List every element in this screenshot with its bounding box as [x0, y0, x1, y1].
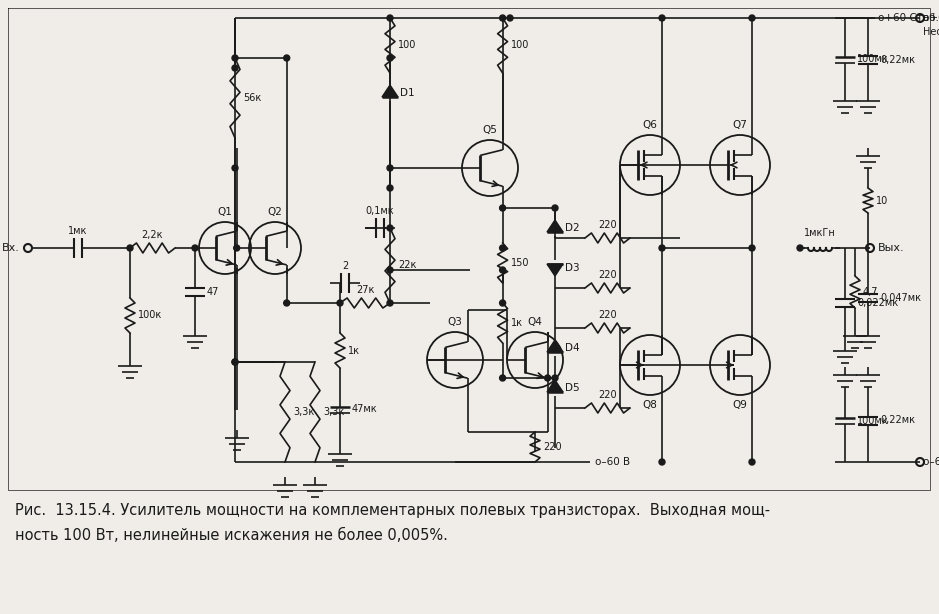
Text: Q4: Q4	[528, 317, 543, 327]
Circle shape	[387, 165, 393, 171]
Circle shape	[232, 359, 238, 365]
Circle shape	[284, 55, 290, 61]
Circle shape	[552, 205, 558, 211]
Circle shape	[127, 245, 133, 251]
Text: 1мк: 1мк	[68, 226, 87, 236]
Polygon shape	[547, 380, 563, 392]
Text: D3: D3	[565, 263, 579, 273]
Text: Q1: Q1	[218, 207, 233, 217]
Text: ность 100 Вт, нелинейные искажения не более 0,005%.: ность 100 Вт, нелинейные искажения не бо…	[15, 527, 448, 543]
Text: 2,2к: 2,2к	[142, 230, 163, 240]
Circle shape	[749, 245, 755, 251]
Text: Q7: Q7	[732, 120, 747, 130]
Text: 56к: 56к	[243, 93, 261, 103]
Text: 3,3к: 3,3к	[323, 407, 345, 417]
Circle shape	[500, 205, 505, 211]
Circle shape	[232, 55, 238, 61]
Circle shape	[192, 245, 198, 251]
Text: 220: 220	[543, 442, 562, 452]
Text: 1мкГн: 1мкГн	[804, 228, 836, 238]
Text: o–60 В: o–60 В	[595, 457, 630, 467]
Circle shape	[659, 15, 665, 21]
Text: 0,022мк: 0,022мк	[857, 298, 898, 308]
Text: 100мк: 100мк	[857, 55, 888, 64]
Text: Q6: Q6	[642, 120, 657, 130]
Text: Вх.: Вх.	[2, 243, 20, 253]
Text: 100: 100	[398, 41, 416, 50]
Text: 150: 150	[511, 258, 529, 268]
Text: 220: 220	[598, 390, 617, 400]
Text: Q5: Q5	[483, 125, 498, 135]
Circle shape	[500, 375, 505, 381]
Text: Q3: Q3	[448, 317, 462, 327]
Text: 220: 220	[598, 270, 617, 280]
Text: Q8: Q8	[642, 400, 657, 410]
Text: Вых.: Вых.	[878, 243, 904, 253]
Circle shape	[797, 245, 803, 251]
Circle shape	[232, 165, 238, 171]
Text: o+60 В: o+60 В	[923, 13, 939, 23]
Circle shape	[545, 375, 550, 381]
Circle shape	[500, 300, 505, 306]
Text: 1к: 1к	[511, 318, 523, 328]
Circle shape	[500, 267, 505, 273]
Circle shape	[232, 359, 238, 365]
Text: Q9: Q9	[732, 400, 747, 410]
Text: 0,047мк: 0,047мк	[880, 293, 921, 303]
Circle shape	[659, 459, 665, 465]
Text: 2: 2	[342, 261, 348, 271]
Circle shape	[387, 225, 393, 231]
Text: 100: 100	[511, 41, 529, 50]
Text: 0,22мк: 0,22мк	[880, 55, 915, 64]
Text: 0,22мк: 0,22мк	[880, 416, 915, 426]
Text: 3,3к: 3,3к	[293, 407, 315, 417]
Text: o+60 Стаб.: o+60 Стаб.	[878, 13, 939, 23]
Circle shape	[749, 459, 755, 465]
Circle shape	[387, 300, 393, 306]
Text: D2: D2	[565, 223, 579, 233]
Text: o–60 В: o–60 В	[923, 457, 939, 467]
Polygon shape	[547, 340, 563, 352]
Circle shape	[552, 375, 558, 381]
Text: 47мк: 47мк	[352, 405, 377, 414]
Circle shape	[337, 300, 343, 306]
Text: Рис.  13.15.4. Усилитель мощности на комплементарных полевых транзисторах.  Выхо: Рис. 13.15.4. Усилитель мощности на комп…	[15, 502, 770, 518]
Circle shape	[659, 245, 665, 251]
Text: 22к: 22к	[398, 260, 416, 271]
Text: 220: 220	[598, 220, 617, 230]
Circle shape	[387, 15, 393, 21]
Text: 27к: 27к	[356, 285, 374, 295]
Polygon shape	[547, 220, 563, 232]
Text: D1: D1	[400, 88, 415, 98]
Text: 220: 220	[598, 310, 617, 320]
Text: 100мк: 100мк	[857, 416, 888, 426]
Text: 10: 10	[876, 195, 888, 206]
Circle shape	[232, 65, 238, 71]
Circle shape	[284, 300, 290, 306]
Circle shape	[500, 15, 505, 21]
Circle shape	[387, 267, 393, 273]
Circle shape	[234, 245, 239, 251]
Text: D4: D4	[565, 343, 579, 353]
Text: 1к: 1к	[348, 346, 360, 356]
Text: 100к: 100к	[138, 311, 162, 321]
Polygon shape	[547, 264, 563, 276]
Circle shape	[507, 15, 513, 21]
Text: Q2: Q2	[268, 207, 283, 217]
Circle shape	[749, 15, 755, 21]
Text: 4,7: 4,7	[863, 287, 879, 297]
Text: 0,1мк: 0,1мк	[365, 206, 394, 216]
Polygon shape	[382, 85, 398, 97]
Text: Нестаб.: Нестаб.	[923, 27, 939, 37]
Circle shape	[387, 185, 393, 191]
Circle shape	[500, 245, 505, 251]
Circle shape	[387, 55, 393, 61]
Text: 47: 47	[207, 287, 220, 297]
Text: D5: D5	[565, 383, 579, 393]
